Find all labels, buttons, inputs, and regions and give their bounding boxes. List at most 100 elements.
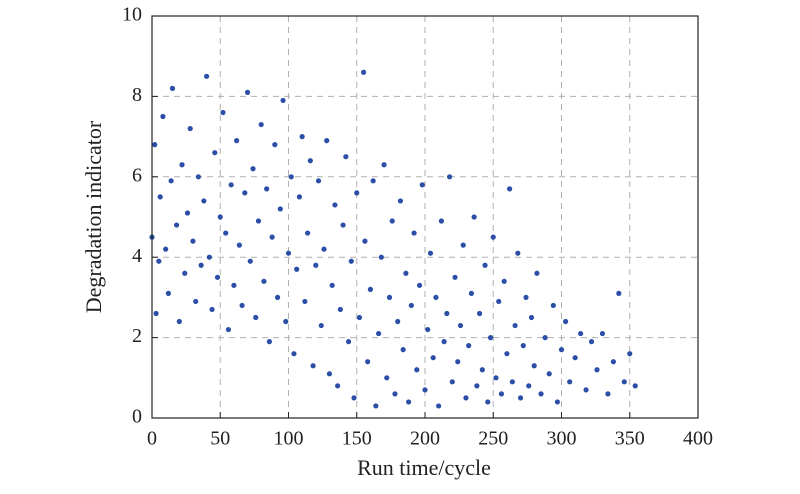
point — [538, 391, 544, 397]
point — [408, 302, 414, 309]
point — [351, 395, 357, 401]
point — [163, 246, 169, 252]
x-tick-label: 150 — [342, 428, 372, 450]
point — [313, 262, 319, 268]
x-tick-label: 100 — [274, 428, 304, 450]
point — [204, 73, 210, 79]
point — [400, 347, 406, 353]
point — [463, 395, 469, 401]
point — [269, 234, 275, 240]
point — [490, 234, 496, 240]
y-tick-label: 0 — [132, 406, 142, 428]
point — [362, 238, 368, 244]
point — [228, 182, 234, 188]
point — [605, 391, 611, 397]
point — [169, 85, 176, 91]
point — [397, 198, 404, 204]
point — [153, 310, 159, 317]
point — [621, 379, 627, 385]
point — [156, 258, 162, 264]
y-axis-label: Degradation indicator — [81, 120, 106, 313]
point — [354, 190, 360, 196]
point — [187, 125, 193, 132]
point — [562, 318, 569, 325]
point — [594, 367, 600, 373]
point — [247, 258, 253, 264]
point — [244, 89, 251, 95]
point — [209, 306, 215, 313]
point — [360, 69, 367, 75]
point — [250, 166, 256, 172]
point — [343, 154, 349, 160]
point — [236, 242, 242, 248]
point — [457, 322, 464, 329]
point — [283, 318, 289, 325]
point — [255, 218, 262, 224]
point — [375, 330, 382, 337]
point — [381, 162, 387, 168]
point — [326, 371, 333, 377]
point — [531, 363, 537, 369]
point — [157, 194, 163, 200]
point — [558, 347, 565, 353]
point — [274, 294, 281, 300]
point — [152, 142, 158, 148]
point — [285, 250, 292, 256]
point — [272, 142, 278, 148]
point — [291, 351, 297, 357]
point — [307, 158, 313, 164]
point — [446, 174, 453, 180]
y-tick-label: 4 — [132, 245, 142, 267]
point — [433, 294, 439, 300]
point — [523, 294, 529, 300]
point — [501, 278, 507, 284]
point — [340, 222, 346, 228]
y-tick-label: 8 — [132, 84, 142, 106]
point — [168, 178, 174, 184]
y-tick-label: 10 — [122, 4, 142, 26]
point — [493, 375, 499, 381]
point — [321, 246, 327, 252]
point — [419, 182, 425, 188]
point — [452, 274, 458, 280]
x-tick-label: 50 — [210, 428, 230, 450]
point — [160, 113, 166, 120]
point — [165, 290, 171, 296]
point — [509, 379, 515, 385]
point — [242, 190, 248, 196]
point — [348, 258, 354, 264]
point — [455, 359, 461, 365]
point — [173, 222, 180, 228]
point — [356, 314, 363, 321]
point — [310, 363, 316, 369]
point — [520, 343, 526, 349]
point — [572, 355, 578, 361]
point — [588, 339, 595, 345]
point — [627, 351, 633, 357]
point — [406, 399, 412, 405]
point — [542, 335, 548, 341]
point — [515, 250, 521, 256]
point — [578, 330, 584, 337]
point — [507, 186, 513, 192]
point — [546, 371, 552, 377]
point — [302, 298, 308, 305]
point — [258, 121, 264, 128]
point — [425, 326, 431, 333]
x-tick-label: 300 — [547, 428, 577, 450]
point — [427, 250, 434, 256]
point — [444, 310, 450, 317]
point — [471, 214, 477, 220]
point — [567, 379, 573, 385]
point — [231, 282, 237, 288]
point — [195, 174, 202, 180]
point — [389, 218, 395, 224]
point — [190, 238, 196, 244]
point — [239, 302, 245, 309]
point — [201, 198, 207, 204]
point — [430, 355, 436, 361]
point — [438, 218, 444, 224]
point — [234, 138, 240, 144]
